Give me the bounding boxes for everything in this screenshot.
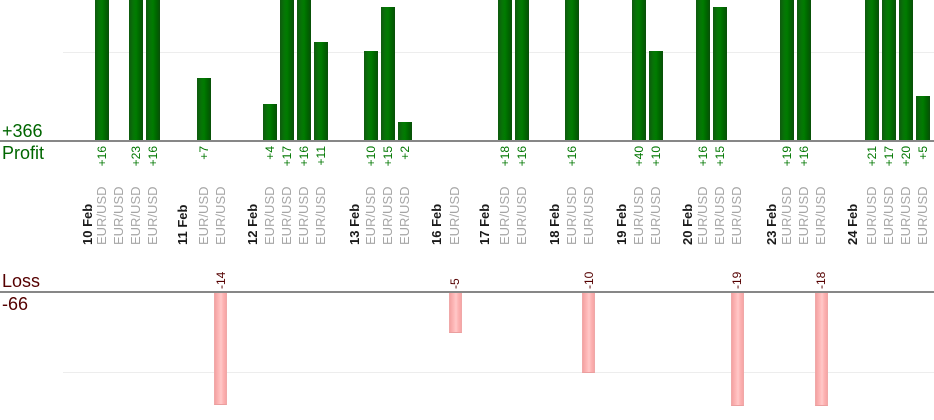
profit-bar: [797, 0, 811, 140]
profit-bar: [564, 0, 579, 140]
loss-gridline-10: [63, 372, 934, 373]
loss-axis-line: [0, 291, 934, 293]
loss-bar: [730, 293, 744, 406]
loss-bar: [814, 293, 828, 406]
profit-bar: [696, 0, 710, 140]
profit-bar: [882, 0, 896, 140]
profit-bar: [94, 0, 109, 140]
loss-bar: [448, 293, 462, 333]
profit-bar: [498, 0, 512, 140]
profit-axis-line: [0, 140, 934, 142]
profit-bar: [631, 0, 646, 140]
profit-bar: [381, 6, 395, 140]
profit-bar: [314, 42, 328, 140]
profit-bar: [145, 0, 160, 140]
profit-bar: [280, 0, 294, 140]
profit-total: +366: [2, 121, 43, 141]
profit-bar: [899, 0, 913, 140]
profit-bar: [780, 0, 794, 140]
profit-bar: [713, 6, 727, 140]
profit-bar: [648, 51, 663, 140]
loss-total: -66: [2, 294, 29, 314]
profit-bar: [263, 104, 277, 140]
loss-caption: Loss: [2, 271, 41, 291]
profit-plot-area: [0, 0, 934, 140]
profit-bar: [916, 95, 930, 140]
profit-bar: [515, 0, 529, 140]
profit-bar: [128, 0, 143, 140]
loss-plot-area: [0, 293, 934, 406]
loss-bar: [582, 293, 595, 373]
profit-bar: [297, 0, 311, 140]
profit-caption: Profit: [2, 143, 45, 163]
profit-bar: [865, 0, 879, 140]
loss-bar: [214, 293, 227, 405]
profit-bar: [196, 77, 211, 140]
profit-bar: [364, 51, 378, 140]
profit-bar: [398, 122, 412, 140]
